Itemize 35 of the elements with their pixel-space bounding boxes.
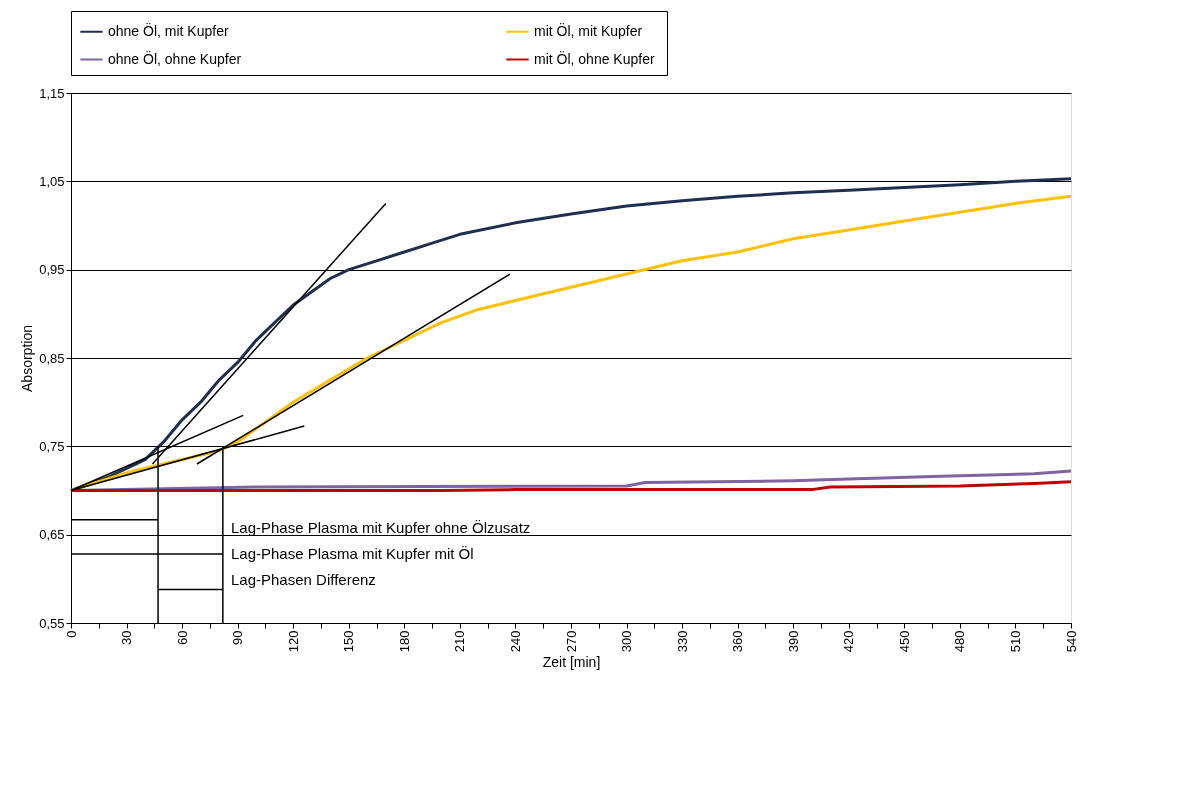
y-tick-label: 0,55 (39, 615, 65, 631)
y-tick-label: 0,95 (39, 262, 65, 278)
y-tick-label: 0,85 (39, 350, 65, 366)
legend-label: ohne Öl, ohne Kupfer (108, 49, 242, 67)
x-tick-label: 450 (896, 630, 912, 653)
x-tick-label: 90 (230, 630, 246, 645)
x-tick-label: 240 (507, 630, 523, 653)
x-tick-label: 360 (730, 630, 746, 653)
x-tick-label: 60 (174, 630, 190, 645)
x-tick-label: 480 (952, 630, 968, 653)
x-tick-label: 300 (619, 630, 635, 653)
x-tick-label: 210 (452, 630, 468, 653)
legend-label: ohne Öl, mit Kupfer (108, 21, 229, 39)
x-tick-label: 0 (63, 630, 79, 638)
x-tick-label: 120 (285, 630, 301, 653)
legend-label: mit Öl, ohne Kupfer (534, 49, 655, 67)
y-axis-title: Absorption (19, 325, 36, 392)
y-tick-label: 0,75 (39, 438, 65, 454)
x-tick-label: 270 (563, 630, 579, 653)
x-tick-label: 540 (1063, 630, 1079, 653)
y-tick-label: 1,15 (39, 85, 65, 101)
x-axis-title: Zeit [min] (542, 654, 601, 671)
y-tick-label: 1,05 (39, 173, 65, 189)
y-tick-label: 0,65 (39, 527, 65, 543)
x-tick-label: 30 (119, 630, 135, 645)
x-tick-label: 330 (674, 630, 690, 653)
x-tick-label: 390 (785, 630, 801, 653)
x-tick-label: 510 (1007, 630, 1023, 653)
annotation: Lag-Phasen Differenz (231, 571, 376, 588)
x-tick-label: 420 (841, 630, 857, 653)
annotation: Lag-Phase Plasma mit Kupfer mit Öl (231, 545, 474, 562)
x-tick-label: 180 (396, 630, 412, 653)
annotation: Lag-Phase Plasma mit Kupfer ohne Ölzusatz (231, 519, 531, 536)
x-tick-label: 150 (341, 630, 357, 653)
legend-label: mit Öl, mit Kupfer (534, 21, 643, 39)
